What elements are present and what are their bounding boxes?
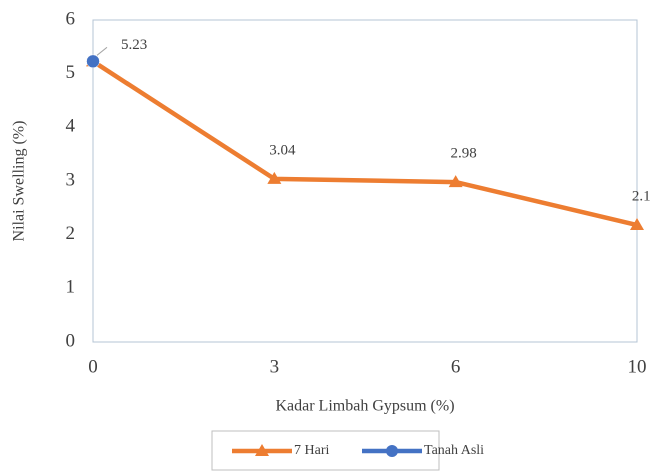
y-tick-label: 3 [66,169,76,190]
data-label: 2.18 [632,188,651,204]
y-axis-title: Nilai Swelling (%) [11,121,28,242]
legend-swatch-marker [386,445,398,457]
series-line [91,59,638,228]
y-tick-label: 1 [66,277,76,298]
point-marker [86,54,100,69]
x-axis-title: Kadar Limbah Gypsum (%) [275,398,454,415]
y-tick-label: 4 [66,116,76,137]
point-marker [267,171,282,184]
legend-swatch-marker [255,444,269,456]
x-tick-label: 0 [88,356,98,377]
point-marker [448,175,463,188]
point-marker [630,218,644,231]
x-tick-label: 3 [270,356,280,377]
data-label: 3.04 [269,142,296,158]
y-tick-label: 5 [66,62,76,83]
x-tick-label: 10 [628,356,647,377]
y-tick-label: 0 [66,330,76,351]
legend-label: 7 Hari [294,443,329,458]
data-label: 5.23 [121,37,147,53]
y-tick-label: 2 [66,223,76,244]
x-tick-label: 6 [451,356,461,377]
legend-label: Tanah Asli [424,443,484,458]
label-leader [96,46,108,56]
plot-frame [92,19,638,343]
y-tick-label: 6 [66,8,76,29]
data-label: 2.98 [451,146,477,162]
